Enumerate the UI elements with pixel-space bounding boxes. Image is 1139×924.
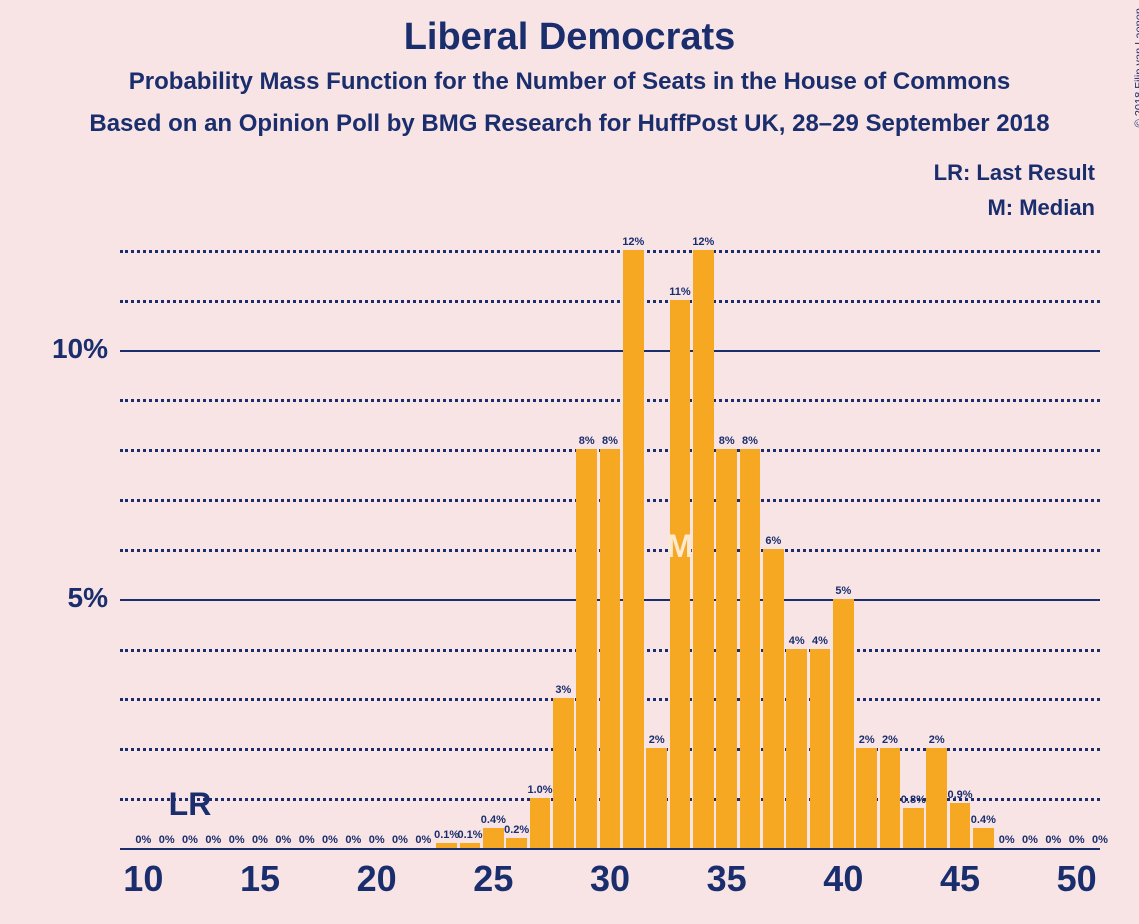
bar-value-label: 0% [229, 834, 245, 846]
bar-value-label: 2% [929, 734, 945, 746]
bar-value-label: 0% [1069, 834, 1085, 846]
chart-subtitle-2: Based on an Opinion Poll by BMG Research… [0, 110, 1139, 138]
bar-value-label: 0.2% [504, 824, 529, 836]
bar-value-label: 0% [392, 834, 408, 846]
bar: 0.4% [483, 828, 504, 848]
bar: 2% [646, 748, 667, 848]
bar-value-label: 0% [252, 834, 268, 846]
bar-value-label: 0% [135, 834, 151, 846]
bar-value-label: 0% [275, 834, 291, 846]
x-tick-label: 20 [357, 858, 397, 900]
bar-value-label: 0% [322, 834, 338, 846]
bar: 0.1% [460, 843, 481, 848]
bar: 0.9% [950, 803, 971, 848]
bar: 4% [810, 649, 831, 848]
bar: 2% [880, 748, 901, 848]
bar: 6% [763, 549, 784, 848]
bar-value-label: 1.0% [527, 784, 552, 796]
legend-lr: LR: Last Result [934, 160, 1095, 186]
chart-canvas: © 2018 Filip van Laenen Liberal Democrat… [0, 0, 1139, 924]
bar-value-label: 0% [415, 834, 431, 846]
bar-value-label: 11% [669, 286, 690, 298]
x-tick-label: 30 [590, 858, 630, 900]
bar: 1.0% [530, 798, 551, 848]
gridline-minor [120, 250, 1100, 253]
bar-value-label: 2% [859, 734, 875, 746]
bar-value-label: 2% [649, 734, 665, 746]
bar-value-label: 12% [622, 236, 644, 248]
bar: 0.1% [436, 843, 457, 848]
bar: 8% [576, 449, 597, 848]
bar-value-label: 6% [765, 535, 781, 547]
bar-value-label: 0.4% [971, 814, 996, 826]
bar-value-label: 8% [602, 435, 618, 447]
bar: 5% [833, 599, 854, 848]
bar-value-label: 0.9% [947, 789, 972, 801]
y-tick-label: 5% [68, 582, 108, 614]
bar-value-label: 0% [1022, 834, 1038, 846]
bar-value-label: 0% [369, 834, 385, 846]
x-tick-label: 15 [240, 858, 280, 900]
x-tick-label: 25 [473, 858, 513, 900]
bar: 0.8% [903, 808, 924, 848]
chart-subtitle-1: Probability Mass Function for the Number… [0, 68, 1139, 96]
bar-value-label: 0% [999, 834, 1015, 846]
bar-value-label: 0% [182, 834, 198, 846]
bar-value-label: 0% [299, 834, 315, 846]
bar-value-label: 4% [812, 635, 828, 647]
bar-value-label: 8% [719, 435, 735, 447]
marker-lr: LR [169, 786, 212, 823]
bar-value-label: 0% [345, 834, 361, 846]
bar: 8% [716, 449, 737, 848]
bar-value-label: 8% [742, 435, 758, 447]
bar-value-label: 5% [835, 585, 851, 597]
bar: 0.4% [973, 828, 994, 848]
bar: 2% [856, 748, 877, 848]
y-tick-label: 10% [52, 333, 108, 365]
x-tick-label: 50 [1057, 858, 1097, 900]
bar: 12% [693, 250, 714, 848]
bar-value-label: 0.8% [901, 794, 926, 806]
bar: 3% [553, 698, 574, 848]
bar-value-label: 0% [1092, 834, 1108, 846]
bar-value-label: 0.1% [434, 829, 459, 841]
bar: 12% [623, 250, 644, 848]
gridline-major [120, 350, 1100, 352]
bar-value-label: 0.1% [457, 829, 482, 841]
bar-value-label: 8% [579, 435, 595, 447]
bar: 8% [600, 449, 621, 848]
gridline-minor [120, 399, 1100, 402]
bar-value-label: 0% [205, 834, 221, 846]
bar: 2% [926, 748, 947, 848]
bar-value-label: 2% [882, 734, 898, 746]
bar: 0.2% [506, 838, 527, 848]
bar: 4% [786, 649, 807, 848]
x-axis-baseline [120, 848, 1100, 850]
bar-value-label: 12% [692, 236, 714, 248]
chart-title: Liberal Democrats [0, 16, 1139, 59]
bar-value-label: 3% [555, 684, 571, 696]
bar-value-label: 4% [789, 635, 805, 647]
x-tick-label: 40 [823, 858, 863, 900]
bar-value-label: 0% [159, 834, 175, 846]
x-tick-label: 35 [707, 858, 747, 900]
x-tick-label: 10 [123, 858, 163, 900]
plot-area: 0%0%0%0%0%0%0%0%0%0%0%0%0%0.1%0.1%0.4%0.… [120, 200, 1100, 848]
bar: 8% [740, 449, 761, 848]
bar-value-label: 0% [1045, 834, 1061, 846]
x-tick-label: 45 [940, 858, 980, 900]
bar-value-label: 0.4% [481, 814, 506, 826]
bar: 11% [670, 300, 691, 848]
gridline-minor [120, 300, 1100, 303]
